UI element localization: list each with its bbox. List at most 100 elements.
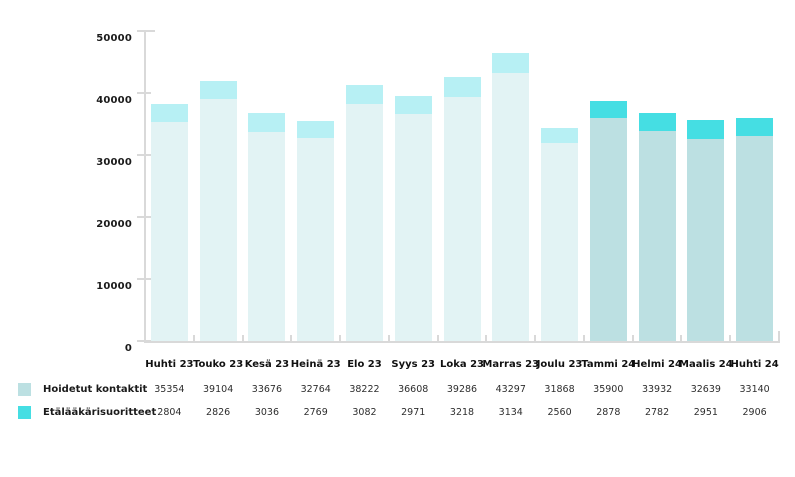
bar-segment-hoidetut-kontaktit[interactable] xyxy=(589,118,627,341)
bar-segment-etalaakarisuoritteet[interactable] xyxy=(638,113,676,131)
table-month-label: Loka 23 xyxy=(439,359,485,370)
legend-item-etalaakarisuoritteet[interactable]: Etälääkärisuoritteet xyxy=(18,405,156,419)
bar-segment-hoidetut-kontaktit[interactable] xyxy=(394,114,432,341)
x-tick xyxy=(680,335,683,342)
y-tick xyxy=(137,92,151,94)
table-cell-etalaakarisuoritteet: 3082 xyxy=(352,407,377,418)
bar-segment-hoidetut-kontaktit[interactable] xyxy=(492,72,530,341)
bar-segment-etalaakarisuoritteet[interactable] xyxy=(297,120,335,138)
table-cell-hoidetut-kontaktit: 33676 xyxy=(251,384,283,395)
x-tick xyxy=(192,335,195,342)
x-tick xyxy=(387,335,390,342)
table-month-label: Marras 23 xyxy=(482,359,540,370)
bar-segment-etalaakarisuoritteet[interactable] xyxy=(541,127,579,144)
table-cell-etalaakarisuoritteet: 3036 xyxy=(254,407,280,418)
table-cell-etalaakarisuoritteet: 2951 xyxy=(693,407,718,418)
table-cell-etalaakarisuoritteet: 2769 xyxy=(303,407,328,418)
bar-segment-etalaakarisuoritteet[interactable] xyxy=(345,84,383,104)
bar-segment-hoidetut-kontaktit[interactable] xyxy=(736,135,774,341)
y-tick-label: 0 xyxy=(124,343,132,354)
bar-segment-etalaakarisuoritteet[interactable] xyxy=(687,120,725,139)
table-cell-etalaakarisuoritteet: 2804 xyxy=(157,407,182,418)
y-tick xyxy=(137,278,151,280)
bar-segment-hoidetut-kontaktit[interactable] xyxy=(297,137,335,341)
x-tick xyxy=(778,331,780,342)
table-month-label: Syys 23 xyxy=(391,359,436,370)
table-cell-hoidetut-kontaktit: 35900 xyxy=(593,384,624,395)
bar-segment-etalaakarisuoritteet[interactable] xyxy=(736,117,774,136)
table-cell-hoidetut-kontaktit: 33140 xyxy=(739,384,770,395)
bar-segment-hoidetut-kontaktit[interactable] xyxy=(687,138,725,341)
table-month-label: Kesä 23 xyxy=(244,359,290,370)
table-month-label: Tammi 24 xyxy=(581,359,636,370)
y-tick-label: 40000 xyxy=(96,95,132,106)
table-cell-hoidetut-kontaktit: 43297 xyxy=(495,384,526,395)
table-cell-hoidetut-kontaktit: 31868 xyxy=(544,384,575,395)
bar-segment-etalaakarisuoritteet[interactable] xyxy=(443,77,481,98)
table-cell-hoidetut-kontaktit: 33932 xyxy=(641,384,673,395)
table-month-label: Elo 23 xyxy=(347,359,382,370)
table-month-label: Joulu 23 xyxy=(536,359,583,370)
y-axis xyxy=(144,31,146,343)
table-month-label: Huhti 24 xyxy=(730,359,779,370)
table-cell-hoidetut-kontaktit: 32639 xyxy=(690,384,721,395)
table-cell-etalaakarisuoritteet: 2878 xyxy=(596,407,621,418)
x-axis xyxy=(144,341,780,343)
y-tick-label: 30000 xyxy=(96,157,132,168)
table-month-label: Maalis 24 xyxy=(679,359,733,370)
x-tick xyxy=(729,335,732,342)
bar-segment-hoidetut-kontaktit[interactable] xyxy=(345,104,383,341)
x-tick xyxy=(485,335,488,342)
table-month-label: Touko 23 xyxy=(193,359,244,370)
bar-segment-hoidetut-kontaktit[interactable] xyxy=(541,143,579,341)
table-cell-hoidetut-kontaktit: 36608 xyxy=(398,384,429,395)
x-tick xyxy=(339,335,342,342)
y-tick xyxy=(137,340,151,342)
table-month-label: Huhti 23 xyxy=(145,359,194,370)
y-tick xyxy=(137,216,151,218)
y-tick-label: 20000 xyxy=(96,219,132,230)
table-cell-etalaakarisuoritteet: 2826 xyxy=(206,407,231,418)
y-tick-label: 50000 xyxy=(96,33,132,44)
table-cell-hoidetut-kontaktit: 39286 xyxy=(446,384,478,395)
x-tick xyxy=(290,335,293,342)
bar-segment-hoidetut-kontaktit[interactable] xyxy=(150,121,188,341)
x-tick xyxy=(631,335,634,342)
table-cell-etalaakarisuoritteet: 3134 xyxy=(498,407,523,418)
legend-label-hoidetut-kontaktit: Hoidetut kontaktit xyxy=(43,383,148,395)
table-month-label: Heinä 23 xyxy=(290,359,341,370)
bar-segment-hoidetut-kontaktit[interactable] xyxy=(248,132,286,341)
bar-segment-etalaakarisuoritteet[interactable] xyxy=(589,100,627,119)
bar-segment-etalaakarisuoritteet[interactable] xyxy=(150,104,188,122)
legend-item-hoidetut-kontaktit[interactable]: Hoidetut kontaktit xyxy=(18,382,147,396)
bar-segment-etalaakarisuoritteet[interactable] xyxy=(394,95,432,115)
bar-segment-etalaakarisuoritteet[interactable] xyxy=(199,81,237,99)
table-cell-etalaakarisuoritteet: 2906 xyxy=(742,407,767,418)
x-tick xyxy=(534,335,537,342)
y-tick xyxy=(137,30,155,32)
bar-segment-etalaakarisuoritteet[interactable] xyxy=(492,53,530,73)
legend-label-etalaakarisuoritteet: Etälääkärisuoritteet xyxy=(43,406,157,418)
bar-segment-hoidetut-kontaktit[interactable] xyxy=(638,130,676,341)
table-cell-etalaakarisuoritteet: 2782 xyxy=(644,407,670,418)
bar-segment-hoidetut-kontaktit[interactable] xyxy=(443,97,481,341)
bar-segment-etalaakarisuoritteet[interactable] xyxy=(248,113,286,133)
y-tick-label: 10000 xyxy=(96,281,132,292)
bar-segment-hoidetut-kontaktit[interactable] xyxy=(199,98,237,341)
table-cell-hoidetut-kontaktit: 32764 xyxy=(300,384,331,395)
legend-swatch-etalaakarisuoritteet xyxy=(18,405,31,419)
legend-swatch-hoidetut-kontaktit xyxy=(18,382,31,396)
table-cell-etalaakarisuoritteet: 3218 xyxy=(449,407,475,418)
x-tick xyxy=(241,335,244,342)
table-cell-hoidetut-kontaktit: 38222 xyxy=(349,384,380,395)
x-tick xyxy=(436,335,439,342)
table-cell-hoidetut-kontaktit: 39104 xyxy=(203,384,234,395)
table-cell-hoidetut-kontaktit: 35354 xyxy=(154,384,185,395)
x-tick xyxy=(582,335,585,342)
table-cell-etalaakarisuoritteet: 2560 xyxy=(547,407,572,418)
y-tick xyxy=(137,154,151,156)
table-month-label: Helmi 24 xyxy=(632,359,682,370)
table-cell-etalaakarisuoritteet: 2971 xyxy=(401,407,426,418)
